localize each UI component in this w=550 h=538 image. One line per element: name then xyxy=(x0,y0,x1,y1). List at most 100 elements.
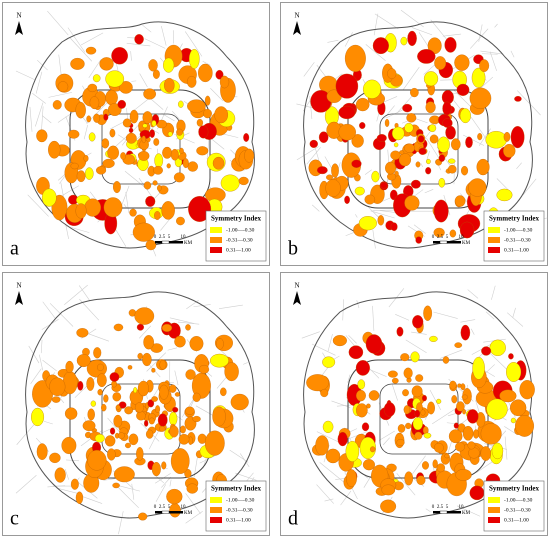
road xyxy=(348,335,357,344)
hotspot xyxy=(161,201,175,220)
road xyxy=(15,70,36,81)
hotspot xyxy=(87,408,95,421)
hotspot xyxy=(82,420,96,432)
road xyxy=(43,420,53,425)
road xyxy=(480,50,504,55)
hotspot xyxy=(196,146,209,156)
hotspot xyxy=(454,54,470,71)
scale-tick: 5 xyxy=(446,235,449,240)
hotspot xyxy=(48,140,61,159)
hotspot xyxy=(143,181,152,190)
hotspot xyxy=(133,387,138,394)
hotspot xyxy=(448,429,463,444)
hotspot xyxy=(161,461,167,470)
scale-bar xyxy=(433,511,440,514)
north-arrow xyxy=(15,291,23,305)
hotspot xyxy=(97,388,103,396)
hotspot xyxy=(460,324,471,341)
road xyxy=(324,498,334,502)
hotspot xyxy=(402,389,409,397)
hotspot xyxy=(103,394,109,403)
hotspot xyxy=(220,174,240,192)
road xyxy=(49,303,74,327)
hotspot xyxy=(105,89,118,106)
hotspot xyxy=(49,452,61,463)
hotspot xyxy=(154,211,161,220)
road xyxy=(161,476,172,488)
hotspot xyxy=(462,425,474,441)
hotspot xyxy=(391,126,405,141)
hotspot xyxy=(153,138,160,146)
road xyxy=(120,185,130,208)
hotspot xyxy=(151,120,157,127)
hotspot xyxy=(198,125,209,139)
road xyxy=(488,351,510,372)
hotspot xyxy=(348,345,364,359)
hotspot xyxy=(449,380,457,390)
scale-tick: 10 xyxy=(181,235,187,240)
road xyxy=(470,328,475,335)
hotspot xyxy=(166,163,171,169)
hotspot xyxy=(425,101,436,114)
scale-tick: 10 xyxy=(459,235,465,240)
hotspot xyxy=(465,136,473,149)
hotspot xyxy=(370,446,376,453)
hotspot xyxy=(117,432,125,440)
road xyxy=(429,389,441,411)
hotspot xyxy=(332,335,347,347)
road xyxy=(29,106,33,132)
hotspot xyxy=(506,362,522,382)
road xyxy=(489,51,497,72)
hotspot xyxy=(402,103,413,113)
hotspot xyxy=(510,417,516,424)
hotspot xyxy=(432,459,438,469)
hotspot xyxy=(118,401,127,409)
road xyxy=(130,51,132,61)
scale-tick: 0 xyxy=(432,235,435,240)
hotspot xyxy=(421,394,427,402)
road xyxy=(139,73,148,88)
road xyxy=(88,59,102,79)
road xyxy=(30,368,42,384)
hotspot xyxy=(84,167,94,180)
hotspot xyxy=(322,420,334,433)
hotspot xyxy=(92,74,101,83)
hotspot xyxy=(325,448,341,464)
hotspot xyxy=(455,469,472,481)
hotspot xyxy=(425,167,432,175)
hotspot xyxy=(163,57,175,73)
hotspot xyxy=(57,81,69,92)
hotspot xyxy=(125,132,137,144)
hotspot xyxy=(355,98,370,112)
hotspot xyxy=(417,135,425,143)
hotspot xyxy=(203,109,212,119)
hotspot xyxy=(457,383,462,388)
hotspot xyxy=(445,125,456,140)
hotspot xyxy=(83,155,89,162)
hotspot xyxy=(468,447,480,459)
legend-swatch xyxy=(210,507,222,513)
road xyxy=(47,485,66,488)
hotspot xyxy=(491,442,504,460)
hotspot xyxy=(70,478,79,490)
hotspot xyxy=(178,433,190,445)
hotspot xyxy=(192,415,201,422)
hotspot xyxy=(387,68,397,79)
hotspot xyxy=(214,106,228,124)
hotspot xyxy=(406,113,417,123)
legend-swatch xyxy=(488,497,500,503)
road xyxy=(184,31,203,57)
hotspot xyxy=(101,138,110,149)
hotspot xyxy=(70,57,85,70)
hotspot xyxy=(136,323,144,331)
hotspot xyxy=(99,57,114,71)
hotspot xyxy=(136,411,146,421)
hotspot xyxy=(161,323,173,332)
hotspot xyxy=(76,328,89,338)
hotspot xyxy=(68,129,80,139)
legend-label: 0.31—1.00 xyxy=(226,517,251,523)
scale-unit: KM xyxy=(462,511,471,516)
hotspot xyxy=(75,203,87,219)
hotspot xyxy=(170,149,179,161)
hotspot xyxy=(179,425,186,434)
